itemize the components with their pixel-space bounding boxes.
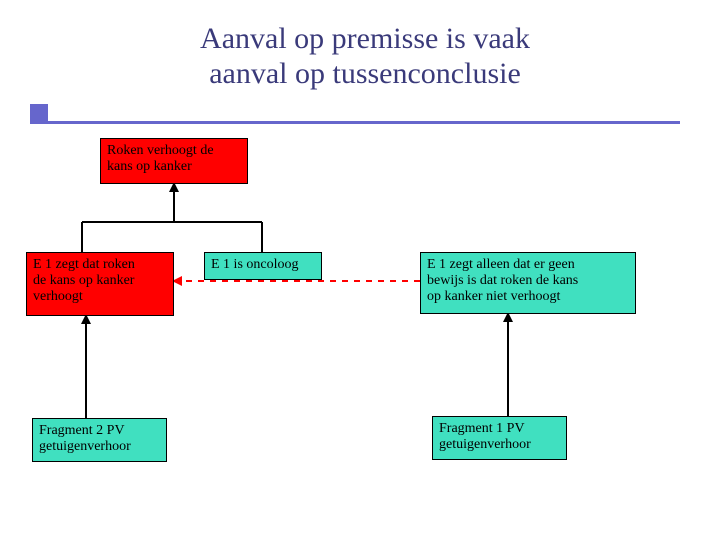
title-line-1: Aanval op premisse is vaak [200,22,530,55]
box-top-conclusie: Roken verhoogt de kans op kanker [100,138,248,184]
accent-line [30,121,680,124]
accent-square [30,104,48,122]
box-bleft-label: Fragment 2 PV getuigenverhoor [39,423,131,455]
box-right-label: E 1 zegt alleen dat er geen bewijs is da… [427,257,578,305]
box-mid-label: E 1 is oncoloog [211,257,299,273]
box-bright-label: Fragment 1 PV getuigenverhoor [439,421,531,453]
title-line-2: aanval op tussenconclusie [209,57,521,90]
box-left-label: E 1 zegt dat roken de kans op kanker ver… [33,257,135,305]
box-bottom-left-fragment: Fragment 2 PV getuigenverhoor [32,418,167,462]
box-left-premisse-e1: E 1 zegt dat roken de kans op kanker ver… [26,252,174,316]
diagram-stage: Aanval op premisse is vaak aanval op tus… [0,0,720,540]
box-bottom-right-fragment: Fragment 1 PV getuigenverhoor [432,416,567,460]
box-right-aanval: E 1 zegt alleen dat er geen bewijs is da… [420,252,636,314]
box-mid-e1-oncoloog: E 1 is oncoloog [204,252,322,280]
box-top-label: Roken verhoogt de kans op kanker [107,143,214,175]
slide-title: Aanval op premisse is vaak aanval op tus… [130,22,600,91]
